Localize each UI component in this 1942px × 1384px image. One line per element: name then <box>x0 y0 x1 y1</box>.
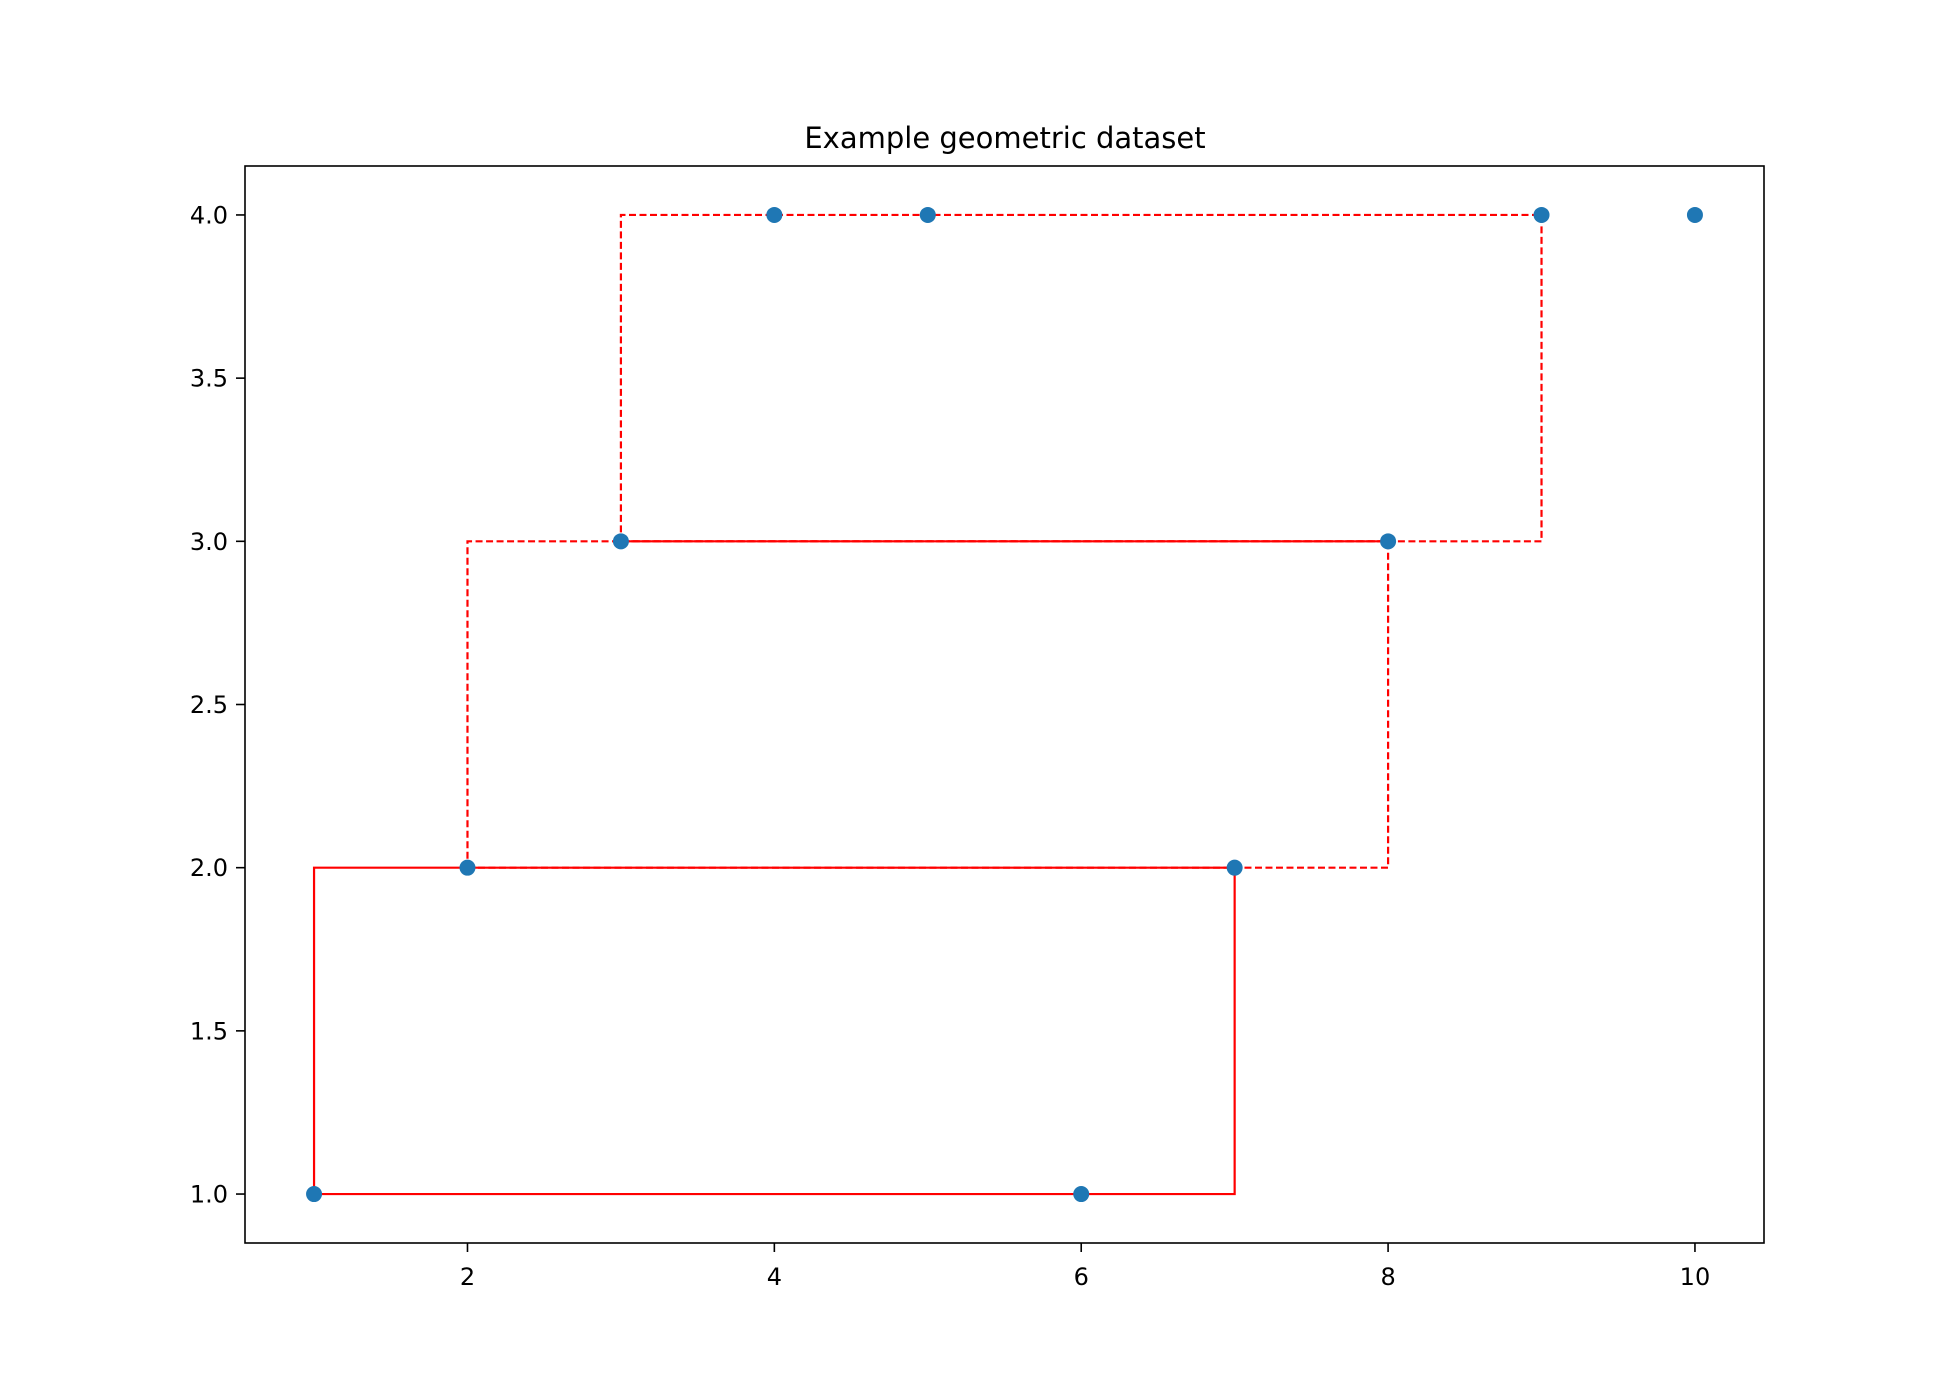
scatter-point <box>612 533 629 550</box>
rectangle-2-dashed <box>466 540 1390 869</box>
x-tick-label: 6 <box>1074 1263 1089 1291</box>
scatter-point <box>766 206 783 223</box>
y-axis: 1.0 1.5 2.0 2.5 3.0 3.5 4.0 <box>190 201 245 1209</box>
y-tick-label: 1.0 <box>190 1181 228 1209</box>
y-tick-label: 3.5 <box>190 365 228 393</box>
y-tick-label: 3.0 <box>190 528 228 556</box>
y-tick-label: 2.5 <box>190 691 228 719</box>
x-tick-label: 4 <box>767 1263 782 1291</box>
rectangles-layer <box>312 213 1543 1196</box>
scatter-point <box>1226 859 1243 876</box>
chart-title: Example geometric dataset <box>804 121 1205 155</box>
scatter-point <box>1073 1186 1090 1203</box>
x-tick-label: 10 <box>1680 1263 1711 1291</box>
scatter-point <box>919 206 936 223</box>
scatter-point <box>1380 533 1397 550</box>
scatter-point <box>1686 206 1703 223</box>
x-tick-label: 2 <box>460 1263 475 1291</box>
y-tick-label: 1.5 <box>190 1017 228 1045</box>
y-tick-label: 2.0 <box>190 854 228 882</box>
points-layer <box>306 206 1703 1203</box>
x-axis: 2 4 6 8 10 <box>460 1243 1710 1291</box>
rectangle-4-dashed <box>619 213 1543 543</box>
scatter-point <box>459 859 476 876</box>
x-tick-label: 8 <box>1380 1263 1395 1291</box>
scatter-point <box>1533 206 1550 223</box>
rectangle-1-solid <box>312 866 1236 1196</box>
y-tick-label: 4.0 <box>190 201 228 229</box>
scatter-point <box>306 1186 323 1203</box>
plot-area-frame <box>244 165 1765 1244</box>
